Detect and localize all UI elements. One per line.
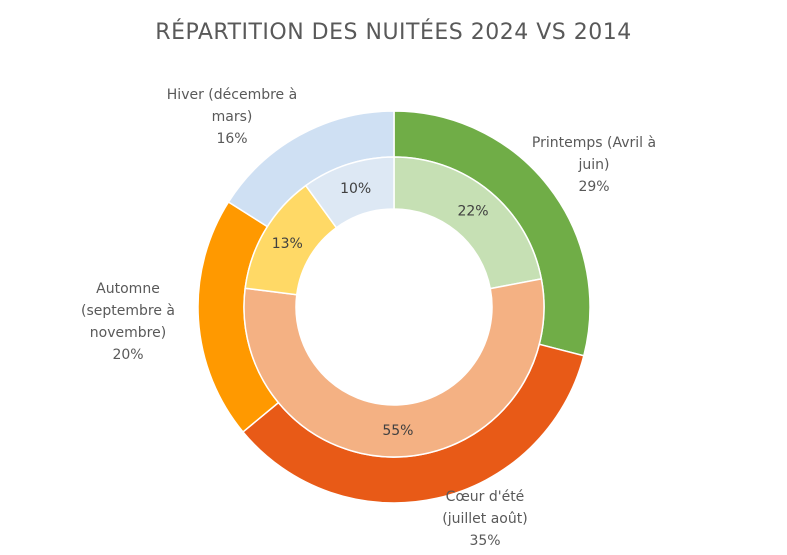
category-label: Hiver (décembre à mars) 16%: [157, 84, 307, 150]
category-label: Automne (septembre à novembre) 20%: [73, 278, 183, 366]
data-label: 35%: [469, 533, 501, 549]
category-name: Automne (septembre à novembre): [81, 281, 175, 341]
donut-slice: [304, 156, 395, 229]
donut-slice: [243, 278, 545, 458]
category-name: Printemps (Avril à juin): [531, 135, 657, 173]
category-label: Cœur d'été (juillet août) 35%: [425, 486, 545, 552]
data-label: 13%: [272, 236, 303, 252]
category-label: Printemps (Avril à juin) 29%: [524, 132, 664, 198]
chart-title: RÉPARTITION DES NUITÉES 2024 VS 2014: [155, 20, 632, 45]
data-label: 10%: [340, 181, 371, 197]
category-name: Hiver (décembre à mars): [166, 87, 298, 125]
data-label: 22%: [457, 203, 488, 219]
data-label: 20%: [112, 347, 144, 363]
category-name: Cœur d'été (juillet août): [442, 489, 528, 527]
data-label: 55%: [382, 423, 413, 439]
data-label: 16%: [216, 131, 248, 147]
data-label: 29%: [578, 179, 610, 195]
